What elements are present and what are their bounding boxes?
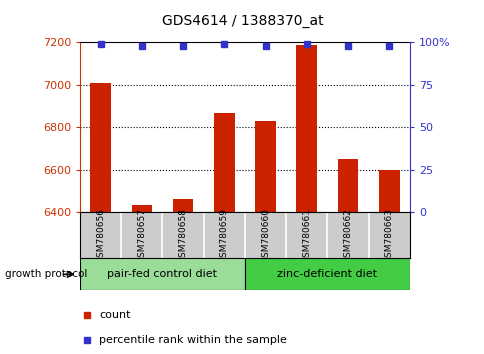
Text: zinc-deficient diet: zinc-deficient diet — [277, 269, 377, 279]
Text: GDS4614 / 1388370_at: GDS4614 / 1388370_at — [161, 14, 323, 28]
Bar — [255, 121, 275, 212]
Text: percentile rank within the sample: percentile rank within the sample — [99, 335, 287, 345]
Text: growth protocol: growth protocol — [5, 269, 87, 279]
Text: GSM780661: GSM780661 — [302, 208, 311, 263]
Bar — [378, 170, 399, 212]
Text: GSM780657: GSM780657 — [137, 208, 146, 263]
Text: pair-fed control diet: pair-fed control diet — [107, 269, 217, 279]
Text: GSM780660: GSM780660 — [260, 208, 270, 263]
Text: GSM780659: GSM780659 — [219, 208, 228, 263]
Bar — [172, 199, 193, 212]
Bar — [213, 113, 234, 212]
Text: GSM780656: GSM780656 — [96, 208, 105, 263]
Text: count: count — [99, 310, 131, 320]
Bar — [296, 45, 317, 212]
Bar — [90, 83, 111, 212]
Text: GSM780663: GSM780663 — [384, 208, 393, 263]
Bar — [131, 205, 152, 212]
Text: GSM780662: GSM780662 — [343, 208, 352, 263]
Text: GSM780658: GSM780658 — [178, 208, 187, 263]
Bar — [80, 258, 244, 290]
Bar — [244, 258, 409, 290]
Bar — [337, 159, 358, 212]
